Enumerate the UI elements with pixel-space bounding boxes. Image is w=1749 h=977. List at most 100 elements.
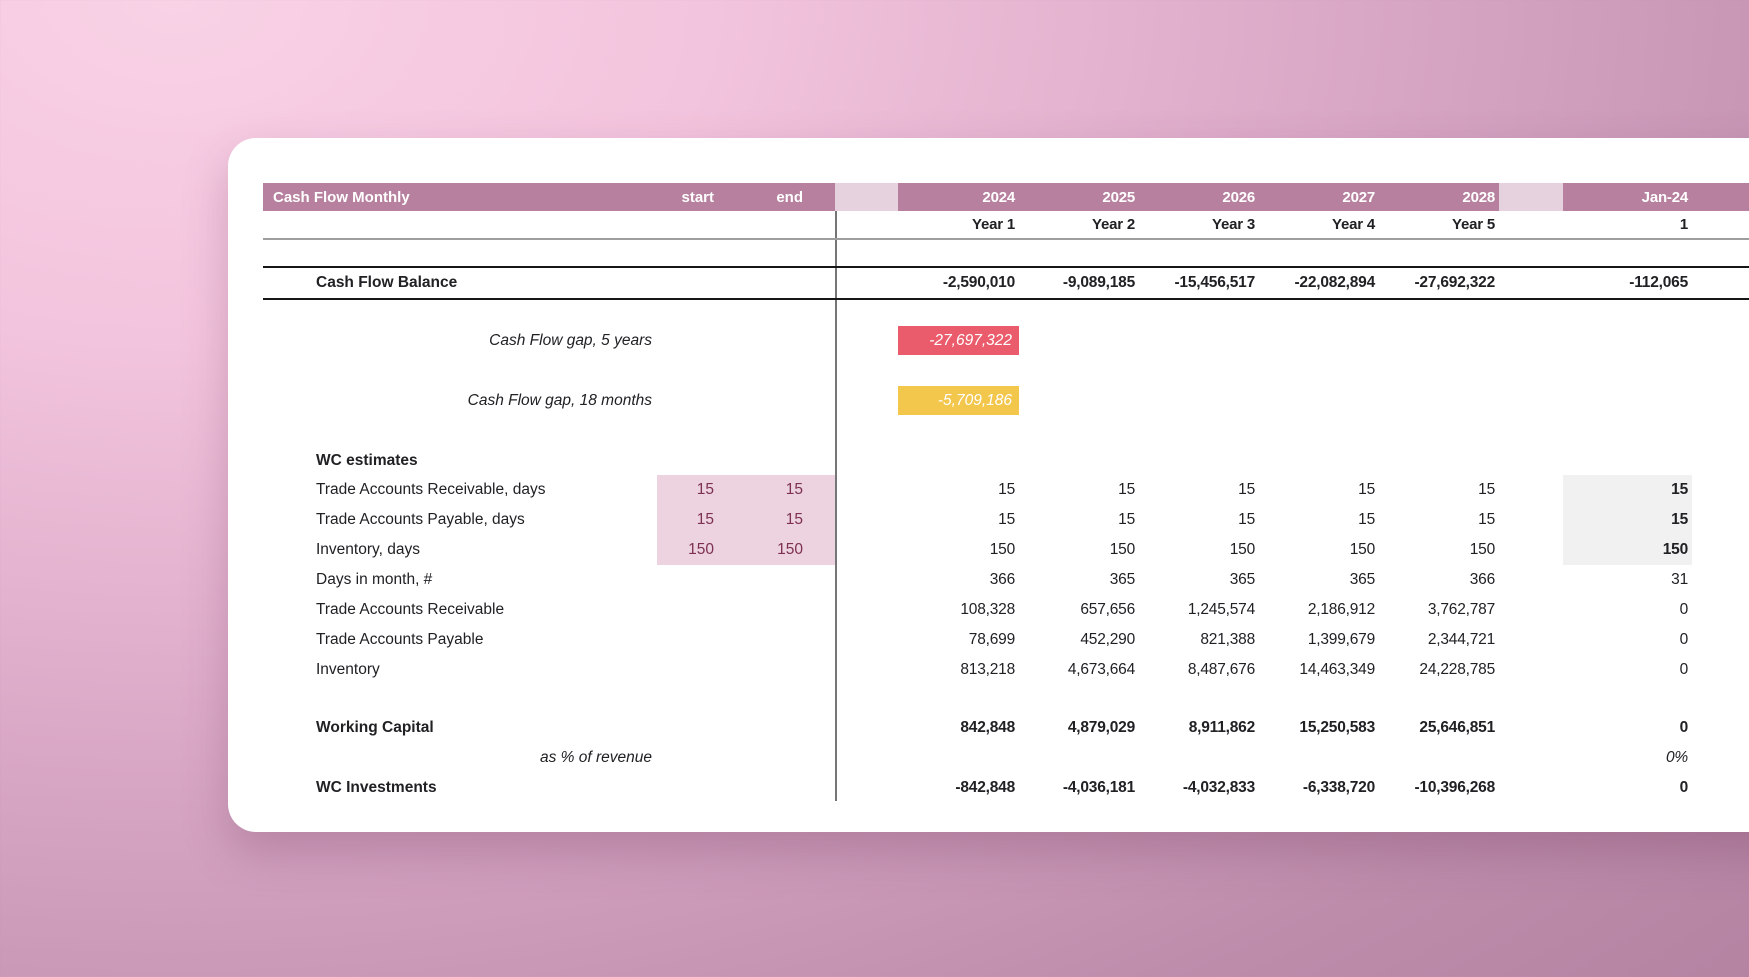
cfb-2025: -9,089,185 (1062, 274, 1135, 291)
working-capital-2025: 4,879,029 (1067, 719, 1135, 736)
cash-flow-table: Cash Flow Monthly start end 2024 2025 20… (263, 183, 1749, 803)
inventory-days-2028: 150 (1469, 541, 1495, 558)
days-in-month-2026: 365 (1229, 571, 1255, 588)
row-label: Days in month, # (316, 571, 433, 588)
year-5-label: Year 5 (1451, 216, 1495, 233)
tar-2027: 2,186,912 (1307, 601, 1375, 618)
tar-2024: 108,328 (960, 601, 1015, 618)
inventory-2027: 14,463,349 (1299, 661, 1375, 678)
tap-2026: 821,388 (1200, 631, 1255, 648)
row-cash-flow-balance: Cash Flow Balance -2,590,010 -9,089,185 … (263, 266, 1749, 300)
days-in-month-jan-24: 31 (1671, 571, 1688, 588)
working-capital-2027: 15,250,583 (1299, 719, 1375, 736)
spacer (263, 300, 1749, 326)
column-header-end: end (746, 183, 835, 211)
tar-days-jan-24: 15 (1563, 475, 1692, 505)
row-trade-accounts-payable-days: Trade Accounts Payable, days 15 15 15 15… (263, 505, 1749, 535)
tap-2028: 2,344,721 (1427, 631, 1495, 648)
header-gap-cell-2 (1499, 183, 1563, 211)
year-subheader-row: Year 1 Year 2 Year 3 Year 4 Year 5 1 (263, 211, 1749, 240)
row-working-capital: Working Capital 842,848 4,879,029 8,911,… (263, 713, 1749, 743)
row-wc-investments: WC Investments -842,848 -4,036,181 -4,03… (263, 773, 1749, 803)
days-in-month-2024: 366 (989, 571, 1015, 588)
working-capital-2024: 842,848 (960, 719, 1015, 736)
spacer (263, 355, 1749, 386)
column-header-2024: 2024 (898, 183, 1019, 211)
year-1-label: Year 1 (971, 216, 1015, 233)
tap-days-2025: 15 (1118, 511, 1135, 528)
row-days-in-month: Days in month, # 366 365 365 365 366 31 (263, 565, 1749, 595)
tap-2024: 78,699 (968, 631, 1015, 648)
year-3-label: Year 3 (1211, 216, 1255, 233)
inventory-2026: 8,487,676 (1187, 661, 1255, 678)
inventory-days-2026: 150 (1229, 541, 1255, 558)
header-cutoff-cell (1692, 183, 1749, 211)
inventory-days-2024: 150 (989, 541, 1015, 558)
report-card: Cash Flow Monthly start end 2024 2025 20… (228, 138, 1749, 832)
inventory-days-2027: 150 (1349, 541, 1375, 558)
tap-2025: 452,290 (1080, 631, 1135, 648)
days-in-month-2025: 365 (1109, 571, 1135, 588)
tar-jan-24: 0 (1679, 601, 1689, 618)
column-header-2026: 2026 (1139, 183, 1259, 211)
month-number-label: 1 (1679, 216, 1688, 233)
tap-days-2024: 15 (998, 511, 1015, 528)
wc-investments-2028: -10,396,268 (1414, 779, 1495, 796)
tar-days-2024: 15 (998, 481, 1015, 498)
column-header-start: start (657, 183, 746, 211)
column-header-2027: 2027 (1259, 183, 1379, 211)
tap-days-jan-24: 15 (1563, 505, 1692, 535)
days-in-month-2027: 365 (1349, 571, 1375, 588)
wc-investments-2027: -6,338,720 (1302, 779, 1375, 796)
row-inventory-days: Inventory, days 150 150 150 150 150 150 … (263, 535, 1749, 565)
cfb-2028: -27,692,322 (1414, 274, 1495, 291)
wc-investments-2024: -842,848 (955, 779, 1015, 796)
tar-days-2028: 15 (1478, 481, 1495, 498)
row-label: WC Investments (316, 779, 437, 796)
spacer (263, 685, 1749, 713)
inventory-days-2025: 150 (1109, 541, 1135, 558)
column-header-jan-24: Jan-24 (1563, 183, 1692, 211)
tar-days-end-input[interactable]: 15 (746, 475, 835, 505)
inventory-days-start-input[interactable]: 150 (657, 535, 746, 565)
tar-days-2027: 15 (1358, 481, 1375, 498)
tar-days-start-input[interactable]: 15 (657, 475, 746, 505)
wc-investments-2025: -4,036,181 (1062, 779, 1135, 796)
row-inventory: Inventory 813,218 4,673,664 8,487,676 14… (263, 655, 1749, 685)
row-cash-flow-gap-5-years: Cash Flow gap, 5 years -27,697,322 (263, 326, 1749, 355)
section-heading: WC estimates (316, 451, 418, 469)
row-label: Cash Flow Balance (316, 274, 458, 291)
row-label: Cash Flow gap, 18 months (467, 391, 652, 409)
cfb-2026: -15,456,517 (1174, 274, 1255, 291)
inventory-2028: 24,228,785 (1419, 661, 1495, 678)
column-header-2025: 2025 (1019, 183, 1139, 211)
row-label: Cash Flow gap, 5 years (489, 331, 652, 349)
inventory-2024: 813,218 (960, 661, 1015, 678)
tap-days-end-input[interactable]: 15 (746, 505, 835, 535)
pct-of-revenue-jan-24: 0% (1665, 749, 1688, 766)
row-label: Trade Accounts Receivable, days (316, 481, 546, 498)
working-capital-jan-24: 0 (1679, 719, 1689, 736)
spacer (263, 415, 1749, 446)
inventory-jan-24: 0 (1679, 661, 1689, 678)
cfb-2027: -22,082,894 (1294, 274, 1375, 291)
tar-2028: 3,762,787 (1427, 601, 1495, 618)
row-as-percent-of-revenue: as % of revenue 0% (263, 743, 1749, 773)
header-gap-cell (835, 183, 898, 211)
tar-2025: 657,656 (1080, 601, 1135, 618)
working-capital-2028: 25,646,851 (1419, 719, 1495, 736)
row-label: Inventory, days (316, 541, 420, 558)
tap-days-start-input[interactable]: 15 (657, 505, 746, 535)
tar-days-2026: 15 (1238, 481, 1255, 498)
inventory-days-end-input[interactable]: 150 (746, 535, 835, 565)
page-title: Cash Flow Monthly (263, 183, 657, 211)
year-4-label: Year 4 (1331, 216, 1375, 233)
tar-days-2025: 15 (1118, 481, 1135, 498)
spacer (263, 240, 1749, 266)
row-cash-flow-gap-18-months: Cash Flow gap, 18 months -5,709,186 (263, 386, 1749, 415)
row-label: Trade Accounts Payable (316, 631, 484, 648)
wc-investments-2026: -4,032,833 (1182, 779, 1255, 796)
cfb-2024: -2,590,010 (942, 274, 1015, 291)
row-trade-accounts-receivable: Trade Accounts Receivable 108,328 657,65… (263, 595, 1749, 625)
row-trade-accounts-receivable-days: Trade Accounts Receivable, days 15 15 15… (263, 475, 1749, 505)
